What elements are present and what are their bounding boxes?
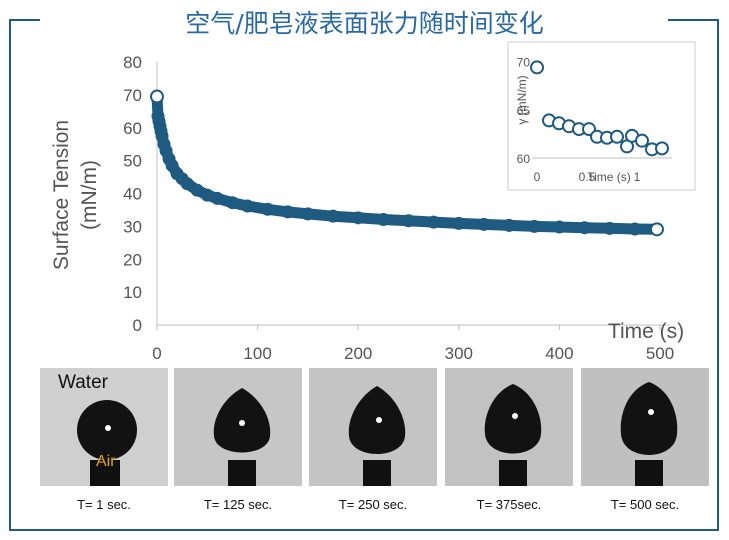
data-point: [261, 202, 275, 216]
y-tick-label: 10: [123, 283, 142, 302]
y-tick-label: 50: [123, 152, 142, 171]
x-tick-label: 400: [545, 344, 573, 363]
y-tick-label: 30: [123, 217, 142, 236]
data-point: [376, 212, 390, 226]
x-tick-label: 100: [243, 344, 271, 363]
inset-x-axis-label: Time (s): [587, 170, 631, 184]
y-tick-label: 70: [123, 86, 142, 105]
y-tick-label: 20: [123, 250, 142, 269]
droplet-image: [445, 368, 573, 486]
y-axis-label: Surface Tension (mN/m): [50, 120, 101, 270]
droplet-photo-3: [309, 368, 437, 486]
data-point: [301, 207, 315, 221]
inset-data-point: [610, 129, 624, 144]
data-point: [427, 215, 441, 229]
inset-data-point: [530, 60, 544, 75]
y-axis-label-line: Surface Tension: [50, 120, 73, 270]
y-axis-label-line: (mN/m): [78, 160, 101, 230]
inset-y-axis-label: γ (mN/m): [515, 75, 529, 124]
data-point: [281, 205, 295, 219]
x-tick-label: 300: [445, 344, 473, 363]
droplet-image: [309, 368, 437, 486]
caption-t250: T= 250 sec.: [338, 497, 408, 512]
droplet-photo-1: [40, 368, 168, 486]
data-point: [241, 199, 255, 213]
x-tick-label: 200: [344, 344, 372, 363]
droplet-image: [40, 368, 168, 486]
data-point: [351, 211, 365, 225]
page-title: 空气/肥皂液表面张力随时间变化: [185, 9, 544, 38]
droplet-image: [174, 368, 302, 486]
data-point: [578, 221, 592, 235]
data-point: [210, 191, 224, 205]
y-tick-label: 0: [133, 316, 142, 335]
data-point: [552, 220, 566, 234]
data-point: [502, 218, 516, 232]
data-point: [452, 216, 466, 230]
x-tick-label: 0: [152, 344, 161, 363]
data-point: [326, 209, 340, 223]
y-tick-label: 80: [123, 53, 142, 72]
inset-y-tick-label: 70: [517, 56, 531, 70]
caption-t375: T= 375sec.: [476, 497, 542, 512]
inset-x-tick-label: 0.5: [579, 170, 596, 184]
water-label: Water: [58, 372, 108, 393]
inset-x-tick-label: 1: [634, 170, 641, 184]
inset-y-tick-label: 60: [517, 152, 531, 166]
air-label: Air: [96, 453, 116, 470]
data-point: [190, 183, 204, 197]
data-point: [649, 222, 664, 237]
caption-t1: T= 1 sec.: [77, 497, 131, 512]
droplet-photo-5: [581, 368, 709, 486]
data-point: [225, 196, 239, 210]
caption-t500: T= 500 sec.: [610, 497, 680, 512]
x-tick-label: 500: [646, 344, 674, 363]
inset-data-point: [635, 133, 649, 148]
data-point: [527, 219, 541, 233]
droplet-photo-4: [445, 368, 573, 486]
frame-border: [9, 19, 719, 531]
droplet-image: [581, 368, 709, 486]
inset-data-point: [655, 141, 669, 156]
droplet-photo-2: [174, 368, 302, 486]
data-point: [628, 222, 642, 236]
x-axis-label: Time (s): [608, 320, 684, 343]
caption-t125: T= 125 sec.: [203, 497, 273, 512]
y-tick-label: 60: [123, 119, 142, 138]
data-point: [180, 177, 194, 191]
data-point: [477, 217, 491, 231]
data-point: [150, 89, 164, 104]
data-point: [603, 221, 617, 235]
data-point: [402, 214, 415, 228]
y-tick-label: 40: [123, 185, 142, 204]
inset-y-tick-label: 65: [517, 104, 531, 118]
inset-x-tick-label: 0: [534, 170, 541, 184]
